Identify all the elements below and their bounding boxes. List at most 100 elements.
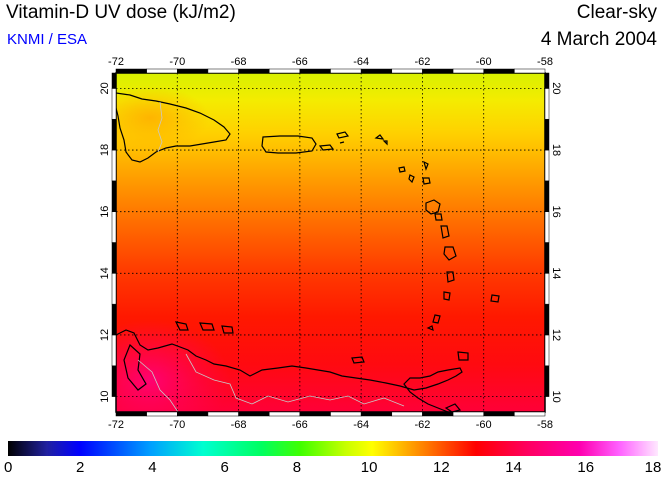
frame-bar-right	[544, 303, 550, 336]
frame-bar-bottom	[514, 411, 546, 417]
lon-tick-top: -72	[108, 56, 124, 68]
frame-bar-left	[111, 334, 117, 367]
lon-tick-bottom: -58	[537, 419, 553, 431]
lon-tick-bottom: -66	[292, 419, 308, 431]
lat-tick-left: 18	[99, 144, 111, 156]
trinidad	[444, 351, 469, 412]
virgin-islands	[318, 131, 350, 151]
frame-bar-top	[422, 68, 454, 74]
lon-tick-bottom: -64	[353, 419, 369, 431]
lat-tick-right: 14	[550, 267, 562, 279]
lon-tick-bottom: -72	[108, 419, 124, 431]
colorbar-tick-label: 4	[148, 459, 157, 476]
frame-bar-top	[360, 68, 393, 74]
lon-tick-bottom: -62	[414, 419, 430, 431]
lake-maracaibo	[123, 343, 147, 391]
venezuela-internal	[185, 353, 405, 407]
frame-bar-top	[391, 68, 423, 74]
frame-bar-left	[111, 180, 117, 212]
venezuela-colombia-border	[137, 359, 179, 412]
colorbar-tick-label: 6	[220, 459, 229, 476]
frame-bar-top	[268, 68, 301, 74]
lat-tick-left: 16	[99, 206, 111, 218]
date-label: 4 March 2004	[540, 29, 657, 50]
frame-bar-left	[111, 118, 117, 151]
frame-bar-left	[111, 72, 117, 89]
frame-bar-top	[452, 68, 484, 74]
lat-tick-right: 12	[550, 329, 562, 341]
uv-dose-map: -72 -72 -70 -70 -68 -68 -66 -66 -64 -64 -62 -62 -60 -…	[99, 56, 562, 431]
frame-bar-left	[111, 149, 117, 182]
map-title: Vitamin-D UV dose (kJ/m2)	[6, 2, 236, 23]
sky-condition-label: Clear-sky	[576, 2, 657, 23]
graticule	[116, 73, 545, 412]
frame-bar-bottom	[483, 411, 515, 417]
colorbar-tick-label: 0	[4, 459, 13, 476]
frame-bar-bottom	[268, 411, 301, 417]
colorbar-tick-label: 16	[577, 459, 595, 476]
puerto-rico-coast	[261, 135, 317, 154]
frame-bar-right	[544, 334, 550, 367]
hispaniola-coast	[116, 92, 231, 163]
lon-tick-top: -68	[231, 56, 247, 68]
frame-bar-left	[111, 88, 117, 120]
frame-bar-bottom	[391, 411, 423, 417]
lon-tick-bottom: -70	[169, 419, 185, 431]
frame-bar-left	[111, 303, 117, 336]
frame-bar-top	[330, 68, 362, 74]
frame-bar-right	[544, 180, 550, 212]
colorbar-tick-label: 2	[76, 459, 85, 476]
lat-tick-left: 12	[99, 329, 111, 341]
margarita-island	[351, 356, 365, 364]
lon-tick-bottom: -60	[476, 419, 492, 431]
frame-bar-right	[544, 88, 550, 120]
frame-bar-top	[514, 68, 546, 74]
frame-bar-top	[207, 68, 239, 74]
colorbar-tick-label: 10	[360, 459, 378, 476]
lon-tick-top: -62	[414, 56, 430, 68]
frame-bar-bottom	[422, 411, 454, 417]
frame-bar-top	[299, 68, 331, 74]
frame-bar-right	[544, 118, 550, 151]
lat-tick-right: 16	[550, 206, 562, 218]
frame-bar-bottom	[360, 411, 393, 417]
frame-bar-left	[111, 273, 117, 305]
coastlines	[116, 92, 500, 412]
frame-bar-top	[238, 68, 270, 74]
frame-bar-right	[544, 149, 550, 182]
frame-bar-bottom	[207, 411, 239, 417]
lon-tick-top: -64	[353, 56, 369, 68]
frame-bar-right	[544, 242, 550, 274]
colorbar-tick-label: 12	[432, 459, 450, 476]
lat-tick-left: 20	[99, 82, 111, 94]
lat-tick-right: 20	[550, 82, 562, 94]
lat-tick-right: 10	[550, 390, 562, 402]
colorbar-tick-label: 18	[644, 459, 662, 476]
north-leewards	[374, 134, 431, 185]
credit-label: KNMI / ESA	[7, 31, 88, 48]
frame-bar-top	[146, 68, 178, 74]
frame-bar-top	[115, 68, 147, 74]
frame-bar-left	[111, 365, 117, 397]
hispaniola-border	[157, 101, 163, 153]
colorbar-tick-label: 8	[292, 459, 302, 476]
frame-bar-right	[544, 273, 550, 305]
lat-tick-left: 14	[99, 267, 111, 279]
colorbar	[8, 441, 658, 456]
lon-tick-top: -70	[169, 56, 185, 68]
frame-bar-right	[544, 211, 550, 243]
lon-tick-top: -58	[537, 56, 553, 68]
frame-bar-bottom	[452, 411, 484, 417]
frame-bar-bottom	[177, 411, 209, 417]
frame-bar-top	[177, 68, 209, 74]
barbados	[490, 294, 500, 303]
frame-bar-bottom	[146, 411, 178, 417]
south-america-coast	[116, 329, 463, 412]
frame-bar-bottom	[330, 411, 362, 417]
lat-tick-right: 18	[550, 144, 562, 156]
st-lucia-st-vincent	[426, 271, 455, 331]
frame-bar-top	[483, 68, 515, 74]
colorbar-tick-label: 14	[505, 459, 522, 476]
lon-tick-top: -60	[476, 56, 492, 68]
frame-bar-left	[111, 211, 117, 243]
